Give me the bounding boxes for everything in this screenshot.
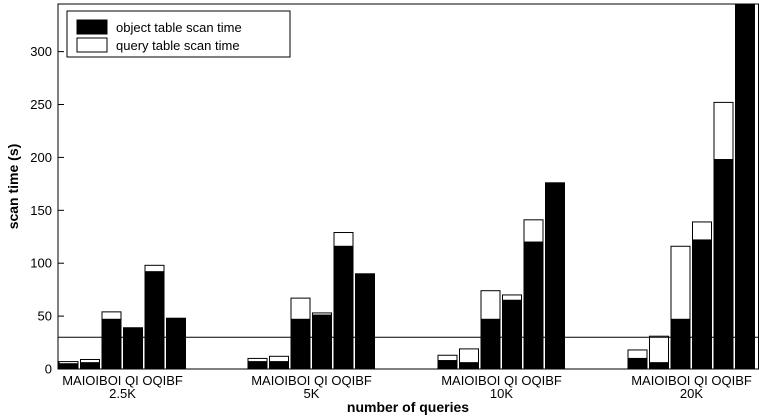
bar-object-2.5K-BF bbox=[166, 317, 186, 370]
group-label-20K: 20K bbox=[680, 386, 703, 401]
bar-query-20K-OIB bbox=[649, 335, 669, 364]
bar-object-10K-OI bbox=[480, 318, 501, 370]
bar-object-10K-OIB bbox=[459, 362, 479, 370]
bar-query-10K-OI bbox=[480, 290, 501, 320]
bar-object-20K-OIB bbox=[649, 362, 669, 370]
legend-swatch-query bbox=[76, 37, 108, 53]
bar-object-5K-OIB bbox=[269, 361, 289, 370]
bar-object-5K-MA bbox=[247, 361, 268, 370]
bar-object-5K-QI bbox=[312, 314, 332, 370]
bar-query-5K-QI bbox=[312, 312, 332, 316]
bar-query-10K-MA bbox=[437, 354, 458, 362]
bar-query-2.5K-OI bbox=[101, 311, 122, 320]
group-label-5K: 5K bbox=[304, 386, 320, 401]
bar-object-5K-OI bbox=[290, 318, 311, 370]
bar-object-20K-BF bbox=[735, 3, 755, 370]
bar-object-2.5K-OI bbox=[101, 318, 122, 370]
bar-object-20K-OI bbox=[670, 318, 691, 370]
bar-object-10K-OQI bbox=[523, 241, 544, 370]
bar-query-5K-OI bbox=[290, 297, 311, 320]
bar-object-5K-BF bbox=[355, 273, 375, 370]
bar-object-20K-QI bbox=[692, 239, 712, 370]
bar-query-10K-OQI bbox=[523, 219, 544, 243]
y-tick-label-50: 50 bbox=[38, 309, 52, 324]
y-tick-label-150: 150 bbox=[30, 203, 52, 218]
category-labels-2.5K: MAIOIBOI QI OQIBF bbox=[62, 373, 183, 388]
legend-label-object: object table scan time bbox=[116, 20, 242, 35]
bar-query-2.5K-OIB bbox=[80, 358, 100, 364]
bar-object-2.5K-OIB bbox=[80, 362, 100, 370]
bar-object-20K-MA bbox=[627, 357, 648, 370]
group-label-2.5K: 2.5K bbox=[109, 386, 136, 401]
y-tick-label-300: 300 bbox=[30, 44, 52, 59]
category-labels-10K: MAIOIBOI QI OQIBF bbox=[441, 373, 562, 388]
category-labels-20K: MAIOIBOI QI OQIBF bbox=[631, 373, 752, 388]
bar-object-2.5K-QI bbox=[123, 327, 143, 370]
bar-query-20K-OI bbox=[670, 245, 691, 320]
x-axis-label: number of queries bbox=[347, 399, 469, 415]
group-label-10K: 10K bbox=[490, 386, 513, 401]
y-tick-label-100: 100 bbox=[30, 256, 52, 271]
y-axis-label: scan time (s) bbox=[5, 144, 21, 230]
bar-query-20K-OQI bbox=[713, 101, 734, 161]
bar-object-5K-OQI bbox=[333, 245, 354, 370]
category-labels-5K: MAIOIBOI QI OQIBF bbox=[251, 373, 372, 388]
bar-object-10K-BF bbox=[545, 182, 565, 370]
y-tick-label-250: 250 bbox=[30, 97, 52, 112]
bar-query-2.5K-MA bbox=[58, 361, 79, 365]
bar-query-10K-OIB bbox=[459, 348, 479, 364]
bar-query-5K-MA bbox=[247, 357, 268, 363]
bar-query-20K-MA bbox=[627, 349, 648, 359]
bar-query-2.5K-OQI bbox=[144, 264, 165, 273]
bar-query-10K-QI bbox=[502, 294, 522, 301]
legend-swatch-object bbox=[76, 19, 108, 35]
bar-query-5K-OQI bbox=[333, 232, 354, 247]
bar-query-5K-OIB bbox=[269, 355, 289, 363]
y-tick-label-0: 0 bbox=[45, 362, 52, 377]
bar-object-2.5K-OQI bbox=[144, 271, 165, 370]
legend-label-query: query table scan time bbox=[116, 38, 240, 53]
bar-object-10K-MA bbox=[437, 360, 458, 370]
bar-query-20K-QI bbox=[692, 221, 712, 241]
bar-object-10K-QI bbox=[502, 299, 522, 370]
y-tick-label-200: 200 bbox=[30, 150, 52, 165]
bar-object-2.5K-MA bbox=[58, 363, 79, 370]
